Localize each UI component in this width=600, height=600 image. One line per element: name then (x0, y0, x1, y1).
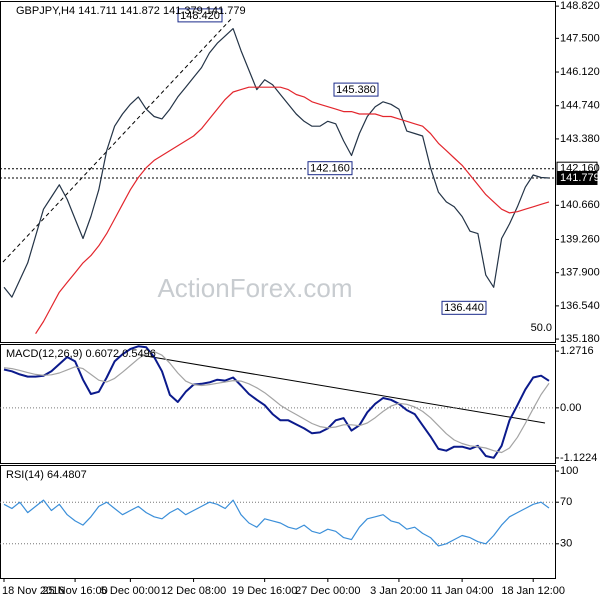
y-tick-label: 136.540 (560, 300, 600, 312)
x-tick-label: 18 Jan 12:00 (501, 585, 565, 597)
series-line (3, 345, 550, 459)
price-label-box (556, 170, 598, 185)
annotation-label: 136.440 (444, 302, 484, 314)
y-tick-label: 144.740 (560, 100, 600, 112)
annotation-label: 142.160 (310, 163, 350, 175)
y-tick-label: 143.380 (560, 133, 600, 145)
x-tick-label: 27 Dec 00:00 (295, 585, 360, 597)
panel-title: GBPJPY,H4 141.711 141.872 141.379 141.77… (16, 5, 246, 17)
y-tick-label: 1.2716 (560, 345, 594, 357)
y-tick-label: 146.120 (560, 66, 600, 78)
x-tick-label: 25 Nov 16:00 (42, 585, 107, 597)
y-tick-label: 148.820 (560, 0, 600, 12)
series-line (3, 351, 550, 454)
annotation-box (307, 161, 353, 176)
y-tick-label: -1.1224 (560, 452, 597, 464)
panel-title: RSI(14) 64.4807 (6, 469, 87, 481)
panel-frame (0, 1, 556, 343)
y-tick-label: 30 (560, 538, 572, 550)
annotation-label: 145.380 (336, 84, 376, 96)
y-tick-label: 147.500 (560, 32, 600, 44)
x-tick-label: 5 Dec 00:00 (101, 585, 160, 597)
corner-label: 50.0 (531, 322, 552, 334)
annotation-box (441, 300, 487, 315)
y-tick-label: 100 (560, 465, 578, 477)
x-tick-label: 11 Jan 04:00 (431, 585, 494, 597)
series-line (35, 86, 550, 335)
y-tick-label: 140.660 (560, 199, 600, 211)
y-tick-label: 70 (560, 496, 572, 508)
y-tick-label: 139.260 (560, 233, 600, 245)
x-tick-label: 18 Nov 2016 (2, 585, 64, 597)
y-tick-label: 137.900 (560, 267, 600, 279)
series-line (3, 28, 550, 298)
y-tick-label: 135.180 (560, 333, 600, 345)
x-tick-label: 19 Dec 16:00 (232, 585, 297, 597)
annotation-box (333, 82, 379, 97)
annotation-label: 148.420 (180, 10, 220, 22)
panel-title: MACD(12,26,9) 0.6072 0.5496 (6, 348, 156, 360)
panel-frame (0, 465, 556, 579)
price-label: 141.779 (560, 172, 600, 184)
watermark: ActionForex.com (157, 273, 352, 303)
x-tick-label: 3 Jan 20:00 (370, 585, 428, 597)
x-tick-label: 12 Dec 08:00 (161, 585, 226, 597)
annotation-box (177, 8, 223, 23)
panel-frame (0, 344, 556, 464)
y-tick-label: 0.00 (560, 402, 581, 414)
series-line (3, 499, 550, 547)
macd-trend-line (139, 354, 546, 424)
